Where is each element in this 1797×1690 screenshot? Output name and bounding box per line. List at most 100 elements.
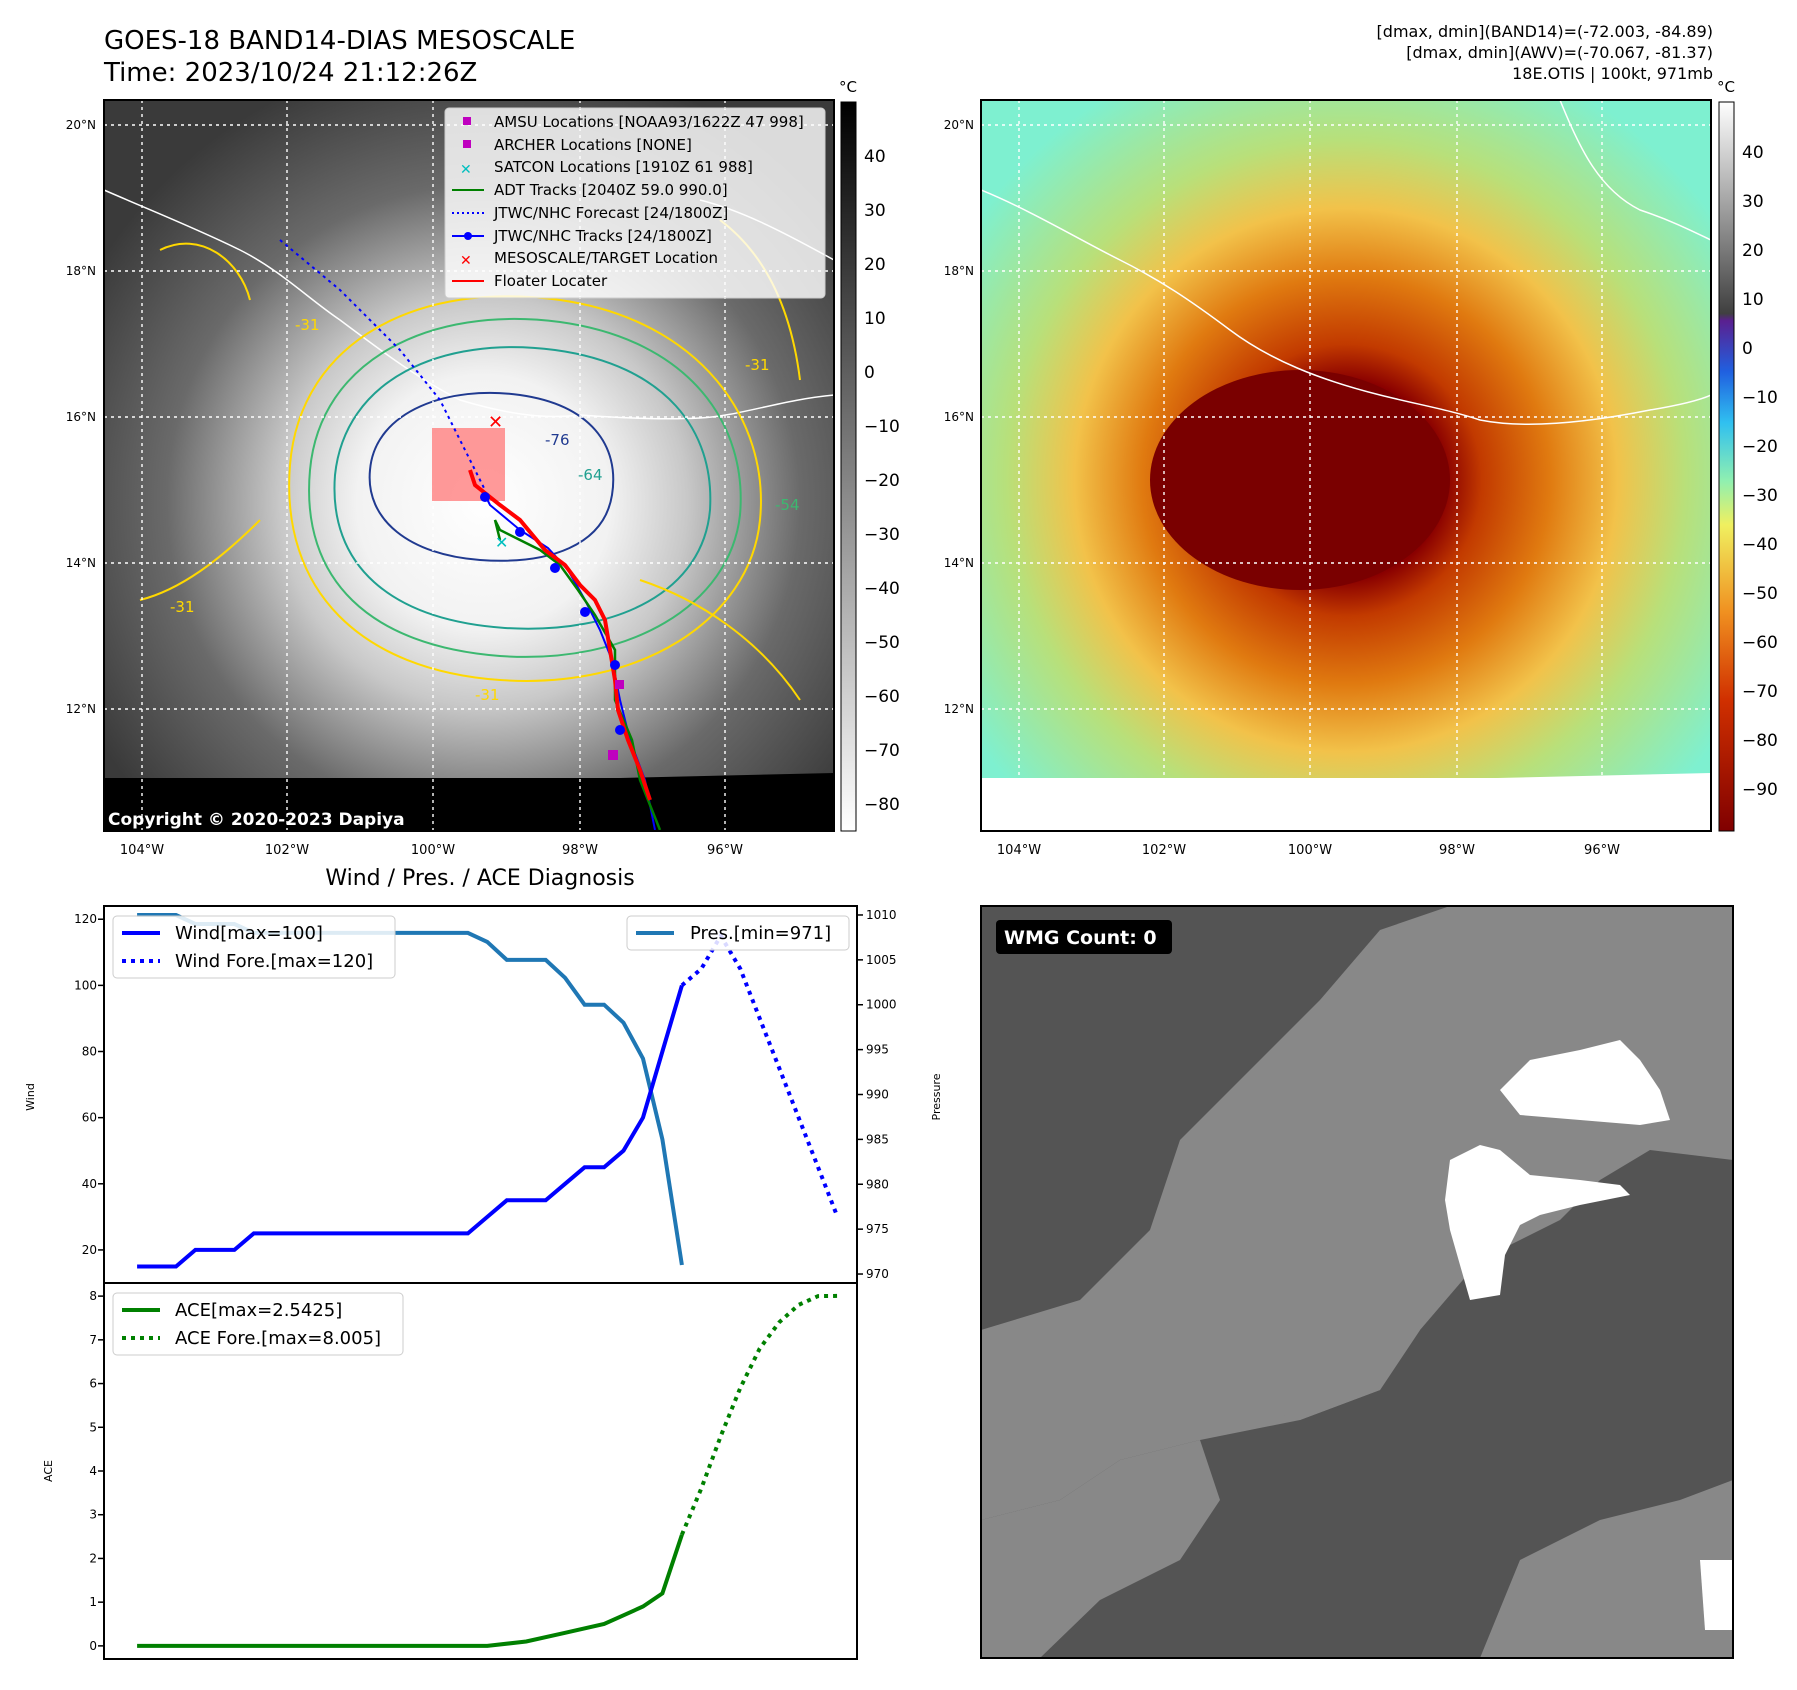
pressure-tick: 1010 [866, 908, 897, 922]
lon-tick: 104°W [120, 843, 164, 858]
legend-target: MESOSCALE/TARGET Location [494, 249, 718, 267]
ir-frame [103, 99, 835, 832]
awv-cbar-tick: −70 [1742, 682, 1778, 702]
awv-cbar-tick: −40 [1742, 535, 1778, 555]
figure-time: Time: 2023/10/24 21:12:26Z [104, 58, 478, 88]
lat-tick: 18°N [66, 264, 96, 278]
lon-tick: 100°W [1288, 843, 1332, 858]
storm-info: 18E.OTIS | 100kt, 971mb [1512, 64, 1713, 83]
ace-tick: 2 [89, 1551, 97, 1565]
ir-cbar-tick: 30 [864, 201, 886, 221]
awv-colorbar [1718, 101, 1735, 832]
wind-legend: Wind[max=100] Wind Fore.[max=120] [112, 915, 396, 979]
ace-tick: 8 [89, 1289, 97, 1303]
ace-series-line [137, 1534, 684, 1648]
awv-cbar-tick: 40 [1742, 143, 1764, 163]
contour-label: -31 [475, 686, 500, 704]
ir-map-panel: -31 -31 -31 -76 -64 -54 -31 [66, 78, 900, 858]
contour-ring [288, 295, 762, 682]
contour-label: -76 [545, 431, 570, 449]
awv-cbar-tick: −50 [1742, 584, 1778, 604]
pressure-tick: 975 [866, 1222, 889, 1236]
contour-label: -64 [578, 466, 603, 484]
ace-tick: 3 [89, 1508, 97, 1522]
diagnosis-title: Wind / Pres. / ACE Diagnosis [325, 866, 635, 891]
wmg-panel: WMG Count: 0 [980, 905, 1734, 1659]
contour-label: -31 [170, 598, 195, 616]
wind-axis-label: Wind [24, 1083, 37, 1111]
lat-tick: 12°N [944, 702, 974, 716]
lon-tick: 104°W [997, 843, 1041, 858]
satcon-marker: ✕ [495, 533, 508, 552]
ace-tick: 7 [89, 1333, 97, 1347]
band14-stats: [dmax, dmin](BAND14)=(-72.003, -84.89) [1376, 22, 1713, 41]
contour-ring [333, 346, 712, 630]
wind-tick: 60 [82, 1111, 97, 1125]
awv-frame [980, 99, 1712, 832]
copyright-text: Copyright © 2020-2023 Dapiya [108, 810, 405, 830]
ir-cbar-tick: −10 [864, 417, 900, 437]
pressure-tick: 1005 [866, 953, 897, 967]
lat-tick: 18°N [944, 264, 974, 278]
wmg-count-badge [996, 920, 1172, 954]
ir-cbar-tick: −70 [864, 741, 900, 761]
pressure-tick: 1000 [866, 998, 897, 1012]
lon-tick: 102°W [1142, 843, 1186, 858]
contour-label: -54 [775, 496, 800, 514]
awv-cbar-tick: −20 [1742, 437, 1778, 457]
lon-tick: 102°W [265, 843, 309, 858]
pressure-tick: 990 [866, 1088, 889, 1102]
contour-label: -31 [295, 316, 320, 334]
awv-cbar-tick: −90 [1742, 780, 1778, 800]
legend-pressure: Pres.[min=971] [690, 923, 831, 944]
ace-tick: 0 [89, 1639, 97, 1653]
ace-tick: 1 [89, 1595, 97, 1609]
pressure-legend: Pres.[min=971] [626, 915, 850, 951]
wmg-white-region [1500, 1040, 1670, 1125]
legend-amsu: AMSU Locations [NOAA93/1622Z 47 998] [494, 113, 804, 131]
ace-axis-label: ACE [42, 1460, 55, 1482]
svg-text:✕: ✕ [460, 253, 472, 269]
lon-tick: 96°W [1584, 843, 1620, 858]
ir-cbar-tick: −50 [864, 633, 900, 653]
ir-cbar-tick: 20 [864, 255, 886, 275]
lon-tick: 96°W [707, 843, 743, 858]
contour-label: -31 [745, 356, 770, 374]
lon-tick: 100°W [411, 843, 455, 858]
wind-tick: 100 [74, 978, 97, 992]
legend-ace-fore: ACE Fore.[max=8.005] [175, 1328, 381, 1349]
jtwc-forecast-track [279, 239, 486, 491]
coastline [104, 189, 834, 420]
awv-map-panel: 20°N 18°N 16°N 14°N 12°N 104°W 102°W 100… [944, 78, 1778, 858]
lat-tick: 12°N [66, 702, 96, 716]
legend-wind: Wind[max=100] [175, 923, 323, 944]
awv-cbar-tick: −80 [1742, 731, 1778, 751]
pressure-tick: 985 [866, 1132, 889, 1146]
awv-coastline [981, 189, 1711, 425]
wind-tick: 20 [82, 1243, 97, 1257]
awv-cbar-tick: 30 [1742, 192, 1764, 212]
wind-tick: 120 [74, 912, 97, 926]
pressure-tick: 970 [866, 1267, 889, 1281]
legend-tracks: JTWC/NHC Tracks [24/1800Z] [493, 227, 712, 245]
awv-cbar-tick: 0 [1742, 339, 1753, 359]
wmg-count-label: WMG Count: 0 [1004, 927, 1157, 949]
ace-forecast-series-line [680, 1293, 838, 1536]
ir-cbar-tick: 0 [864, 363, 875, 383]
contour-ring [368, 391, 615, 562]
lat-tick: 16°N [944, 410, 974, 424]
wind-tick: 40 [82, 1177, 97, 1191]
ir-cbar-tick: −40 [864, 579, 900, 599]
awv-stats: [dmax, dmin](AWV)=(-70.067, -81.37) [1406, 43, 1713, 62]
legend-ace: ACE[max=2.5425] [175, 1300, 342, 1321]
lat-tick: 20°N [944, 118, 974, 132]
awv-cbar-tick: −10 [1742, 388, 1778, 408]
lat-tick: 20°N [66, 118, 96, 132]
ir-cbar-tick: 40 [864, 147, 886, 167]
wind-forecast-series-line [680, 931, 840, 1218]
pressure-axis-label: Pressure [930, 1073, 943, 1120]
ir-cbar-tick: −80 [864, 795, 900, 815]
floater-box [432, 428, 505, 501]
awv-cbar-tick: 10 [1742, 290, 1764, 310]
